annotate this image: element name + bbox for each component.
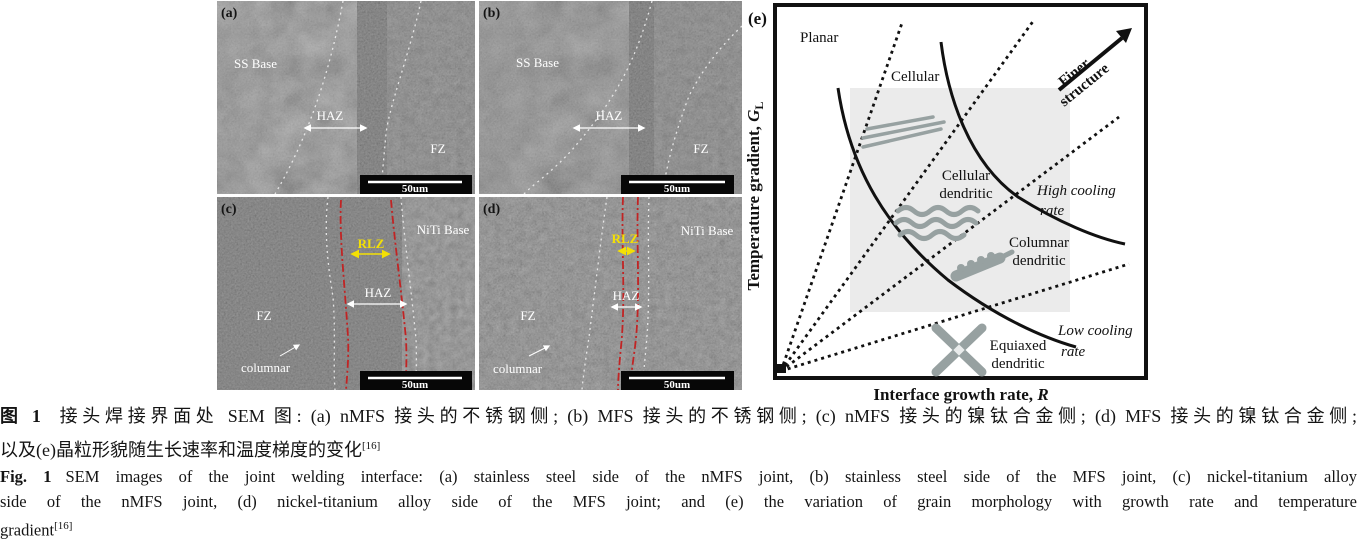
caption-en-line1: Fig. 1 SEM images of the joint welding in…: [0, 467, 1357, 486]
high-cooling-rate-curve: [939, 41, 1126, 246]
equiaxed-dendritic-icon: [931, 323, 987, 377]
columnar-label: columnar: [241, 360, 291, 375]
region-columnar-dendritic: Columnar: [1009, 235, 1069, 251]
columnar-pointer-arrow: [528, 345, 551, 357]
low-cooling-rate-label: Low cooling: [1057, 323, 1133, 339]
caption-zh-figure-label: 图 1: [0, 406, 41, 426]
svg-text:50um: 50um: [402, 379, 428, 390]
svg-text:50um: 50um: [402, 183, 428, 194]
caption-en-line2: side of the nMFS joint, (d) nickel-titan…: [0, 491, 1357, 511]
grain-morphology-diagram: (e): [744, 3, 1148, 404]
panel-letter: (a): [221, 6, 238, 21]
svg-text:dendritic: dendritic: [1012, 253, 1066, 269]
columnar-dendritic-icon: [950, 249, 1015, 282]
panel-letter: (d): [483, 202, 500, 217]
region-label-ss-base: SS Base: [234, 56, 277, 71]
figure-caption: 图 1 接头焊接界面处 SEM 图: (a) nMFS 接头的不锈钢侧; (b) …: [0, 401, 1357, 543]
scale-bar: 50um: [360, 175, 472, 194]
rlz-boundary-line: [617, 197, 625, 390]
scale-bar: 50um: [621, 175, 734, 194]
fz-label: FZ: [693, 141, 708, 156]
panel-letter: (b): [483, 6, 500, 21]
low-cooling-rate-curve: [836, 87, 1077, 349]
svg-text:dendritic: dendritic: [991, 356, 1045, 372]
x-axis-label: Interface growth rate, R: [873, 385, 1048, 404]
haz-label: HAZ: [317, 108, 344, 123]
fusion-boundary-line: [662, 25, 742, 194]
columnar-pointer-arrow: [279, 344, 301, 357]
caption-zh-line1: 图 1 接头焊接界面处 SEM 图: (a) nMFS 接头的不锈钢侧; (b) …: [0, 406, 1357, 426]
haz-label: HAZ: [613, 288, 640, 303]
region-equiaxed-dendritic: Equiaxed: [990, 338, 1047, 354]
region-label-niti-base: NiTi Base: [681, 223, 734, 238]
fz-label: FZ: [430, 141, 445, 156]
y-axis-label: Temperature gradient, GL: [744, 102, 766, 291]
sem-panel-b: (b) SS Base HAZ FZ 50um: [479, 1, 742, 194]
region-label-ss-base: SS Base: [516, 55, 559, 70]
caption-en-figure-label: Fig. 1: [0, 467, 52, 486]
cellular-dendritic-icon: [893, 205, 981, 241]
sem-panel-d: (d) NiTi Base RLZ HAZ FZ columnar 50um: [479, 197, 742, 390]
columnar-label: columnar: [493, 361, 543, 376]
haz-boundary-line: [400, 197, 418, 390]
morphology-boundary-dotted-lines: [779, 19, 1130, 373]
reference-16: [16]: [361, 440, 381, 452]
region-cellular: Cellular: [891, 69, 939, 85]
haz-label: HAZ: [365, 285, 392, 300]
svg-text:50um: 50um: [664, 379, 690, 390]
fusion-boundary-line: [523, 1, 653, 194]
haz-label: HAZ: [596, 108, 623, 123]
high-cooling-rate-label: High cooling: [1036, 183, 1116, 199]
rlz-boundary-line: [339, 199, 350, 390]
fz-label: FZ: [520, 308, 535, 323]
rlz-label: RLZ: [612, 231, 639, 246]
svg-text:50um: 50um: [664, 183, 690, 194]
haz-boundary-line: [325, 197, 336, 390]
origin-mark: [777, 364, 786, 373]
cellular-icon: [861, 115, 946, 149]
caption-zh-line2: 以及(e)晶粒形貌随生长速率和温度梯度的变化[16]: [0, 440, 381, 460]
svg-text:rate: rate: [1040, 203, 1065, 219]
rlz-label: RLZ: [358, 236, 385, 251]
scale-bar: 50um: [360, 371, 472, 390]
caption-en-line3: gradient[16]: [0, 520, 73, 540]
sem-panel-a: (a) SS Base HAZ FZ 50um: [217, 1, 475, 194]
scale-bar: 50um: [621, 371, 734, 390]
reference-16: [16]: [54, 520, 73, 532]
region-cellular-dendritic: Cellular: [942, 168, 990, 184]
panel-letter: (e): [748, 9, 767, 28]
haz-boundary-line: [641, 197, 650, 390]
sem-panel-c: (c) NiTi Base RLZ HAZ FZ columnar 50um: [217, 197, 475, 390]
panel-letter: (c): [221, 202, 237, 217]
region-label-niti-base: NiTi Base: [417, 222, 470, 237]
region-planar: Planar: [800, 30, 838, 46]
svg-text:dendritic: dendritic: [939, 186, 993, 202]
finer-structure-arrow: Finer structure: [1056, 28, 1132, 110]
fz-label: FZ: [256, 308, 271, 323]
svg-text:rate: rate: [1061, 344, 1086, 360]
